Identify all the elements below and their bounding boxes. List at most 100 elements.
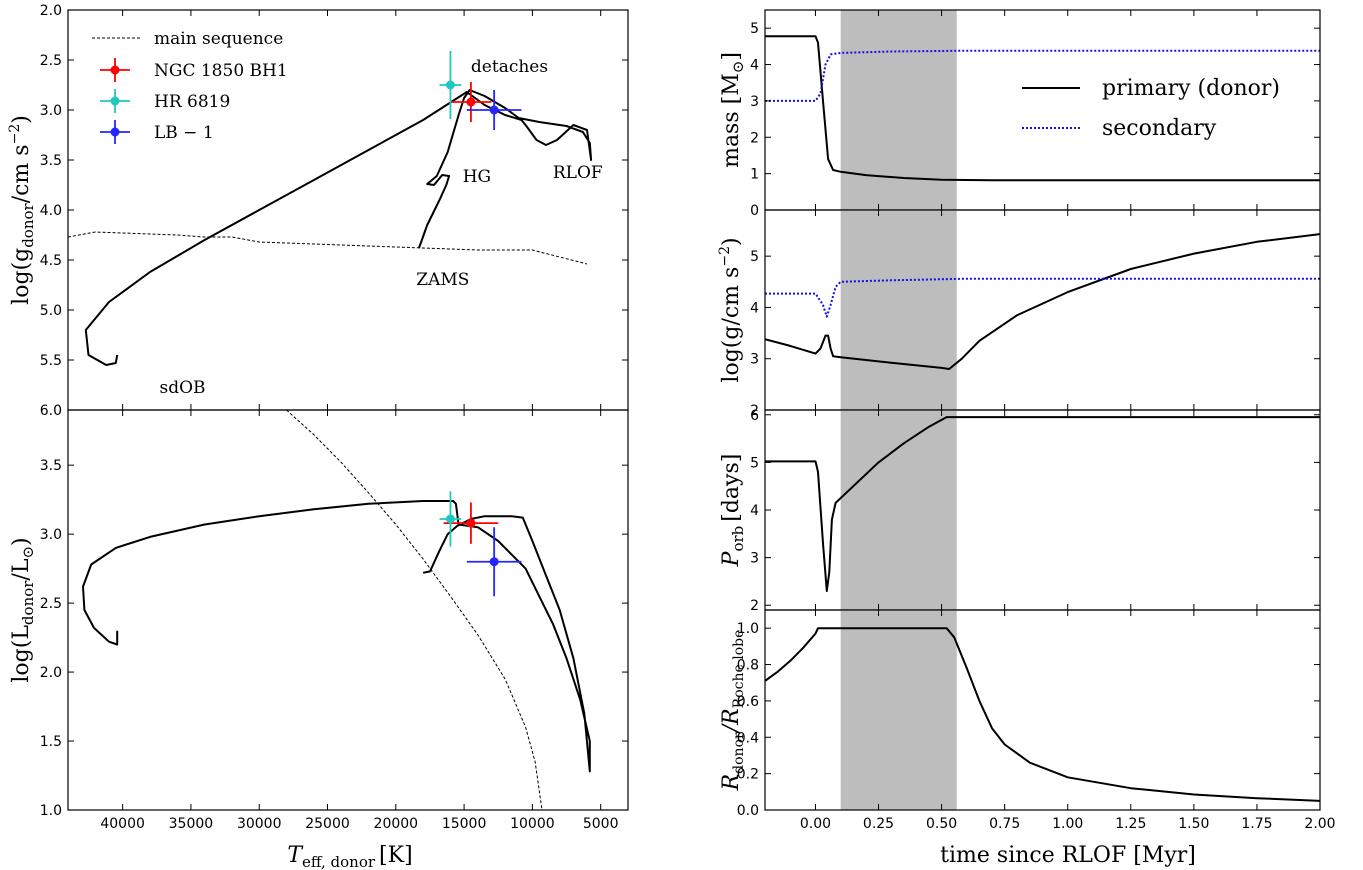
errorbar-hr-6819 [439,491,462,547]
main-sequence-line [68,231,588,265]
track-line [82,500,591,773]
y-tick-label: 5 [750,249,759,265]
y-tick-label: 0.6 [737,694,759,710]
main-sequence-line [286,410,543,810]
y-tick-label: 1.0 [737,621,759,637]
x-tick-label: 0.50 [926,816,957,832]
primary-donor--line [765,627,1320,802]
y-axis-label-rratio: Rdonor/RRoche lobe [719,630,747,792]
y-axis-label-bottom-left: log(Ldonor/L⊙) [9,537,37,682]
y-tick-label: 3.0 [40,103,62,119]
y-axis-label-top-left: log(gdonor/cm s−2) [7,115,37,305]
x-tick-label: 20000 [374,816,419,832]
y-tick-label: 5 [750,455,759,471]
y-tick-label: 4.0 [40,203,62,219]
y-tick-label: 4.5 [40,253,62,269]
y-tick-label: 3.0 [40,527,62,543]
primary-donor--line [765,416,1320,592]
mass-transfer-shade [840,610,957,810]
y-tick-label: 3.5 [40,153,62,169]
y-tick-label: 0.4 [737,730,759,746]
y-tick-label: 3.5 [40,458,62,474]
panel-porb: 2 3 4 5 6 [750,408,1321,614]
y-tick-label: 2 [750,598,759,614]
errorbar-ngc-1850-bh1 [450,82,492,122]
mass-transfer-shade [840,210,957,410]
secondary-line [765,49,1320,102]
mass-transfer-shade [840,410,957,610]
x-tick-label: 15000 [442,816,487,832]
x-tick-label: 0.25 [863,816,894,832]
x-tick-label: 1.25 [1115,816,1146,832]
legend-entry-label: secondary [1102,116,1217,141]
errorbar-lb-1 [466,90,522,130]
y-tick-label: 1.0 [40,803,62,819]
primary-donor--line [765,233,1320,370]
x-tick-label: 1.50 [1178,816,1209,832]
y-tick-label: 6.0 [40,403,62,419]
y-tick-label: 2 [750,403,759,419]
y-tick-label: 0.0 [737,803,759,819]
errorbar-hr-6819 [439,51,462,119]
y-tick-label: 5.5 [40,353,62,369]
y-axis-label-mass: mass [M⊙] [719,52,747,168]
y-tick-label: 3 [750,352,759,368]
annotation-hg: HG [463,167,491,187]
y-tick-label: 3 [750,94,759,110]
panel-rratio: 0.0 0.2 0.4 0.6 0.8 1.0 0.00 0.25 0.50 0.75 1.00 1.… [737,609,1336,832]
legend-entry-label: primary (donor) [1102,76,1280,101]
y-tick-label: 4 [750,58,759,74]
y-axis-label-porb: Porb[days] [719,454,747,568]
y-tick-label: 5.0 [40,303,62,319]
y-tick-label: 0.8 [737,658,759,674]
y-tick-label: 2 [750,130,759,146]
annotation-sdob: sdOB [160,378,206,398]
errorbar-lb-1 [466,527,522,597]
y-tick-label: 2.0 [40,665,62,681]
x-tick-label: 35000 [169,816,214,832]
y-tick-label: 5 [750,21,759,37]
x-tick-label: 0.75 [989,816,1020,832]
panel-logg_time: 2 3 4 5 [750,209,1321,419]
x-tick-label: 25000 [305,816,350,832]
y-axis-label-logg: log(g/cm s−2) [717,237,744,382]
x-tick-label: 2.00 [1304,816,1335,832]
panel-mass: 0 1 2 3 4 5 [750,9,1321,219]
y-tick-label: 4 [750,503,759,519]
annotation-rlof: RLOF [553,163,603,183]
x-tick-label: 0.00 [800,816,831,832]
legend-right: primary (donor) secondary [1022,76,1280,141]
x-tick-label: 1.00 [1052,816,1083,832]
y-tick-label: 0 [750,203,759,219]
x-tick-label: 5000 [583,816,619,832]
x-tick-label: 10000 [510,816,555,832]
panel-hr_logg: 2.0 2.5 3.0 3.5 4.0 4.5 5.0 5.5 6.0 detaches HG RLO… [40,3,629,419]
x-axis-label-right: time since RLOF [Myr] [940,843,1196,868]
y-tick-label: 6 [750,408,759,424]
legend-entry-label: main sequence [154,29,283,49]
y-tick-label: 4 [750,300,759,316]
axes-frame [764,609,1321,811]
legend-entry-label: LB − 1 [154,123,214,143]
y-tick-label: 1.5 [40,734,62,750]
annotation-detaches: detaches [471,57,548,77]
panel-hr_lum: 1.0 1.5 2.0 2.5 3.0 3.5 40000 35000 30000 25000 20… [40,409,629,832]
y-tick-label: 2.5 [40,53,62,69]
x-tick-label: 40000 [100,816,145,832]
y-tick-label: 3 [750,551,759,567]
x-tick-label: 30000 [237,816,282,832]
errorbar-ngc-1850-bh1 [443,502,499,544]
legend-left: main sequence NGC 1850 BH1 HR 6819 LB − 1 [92,29,288,144]
x-tick-label: 1.75 [1241,816,1272,832]
y-tick-label: 2.0 [40,3,62,19]
annotation-zams: ZAMS [416,270,469,290]
y-tick-label: 1 [750,167,759,183]
y-tick-label: 0.2 [737,767,759,783]
x-axis-label-left: Teff, donor [K] [287,843,412,870]
primary-donor--line [765,35,1320,182]
track-line [84,89,593,366]
axes-frame [67,409,629,811]
legend-entry-label: HR 6819 [154,92,230,112]
y-tick-label: 2.5 [40,596,62,612]
